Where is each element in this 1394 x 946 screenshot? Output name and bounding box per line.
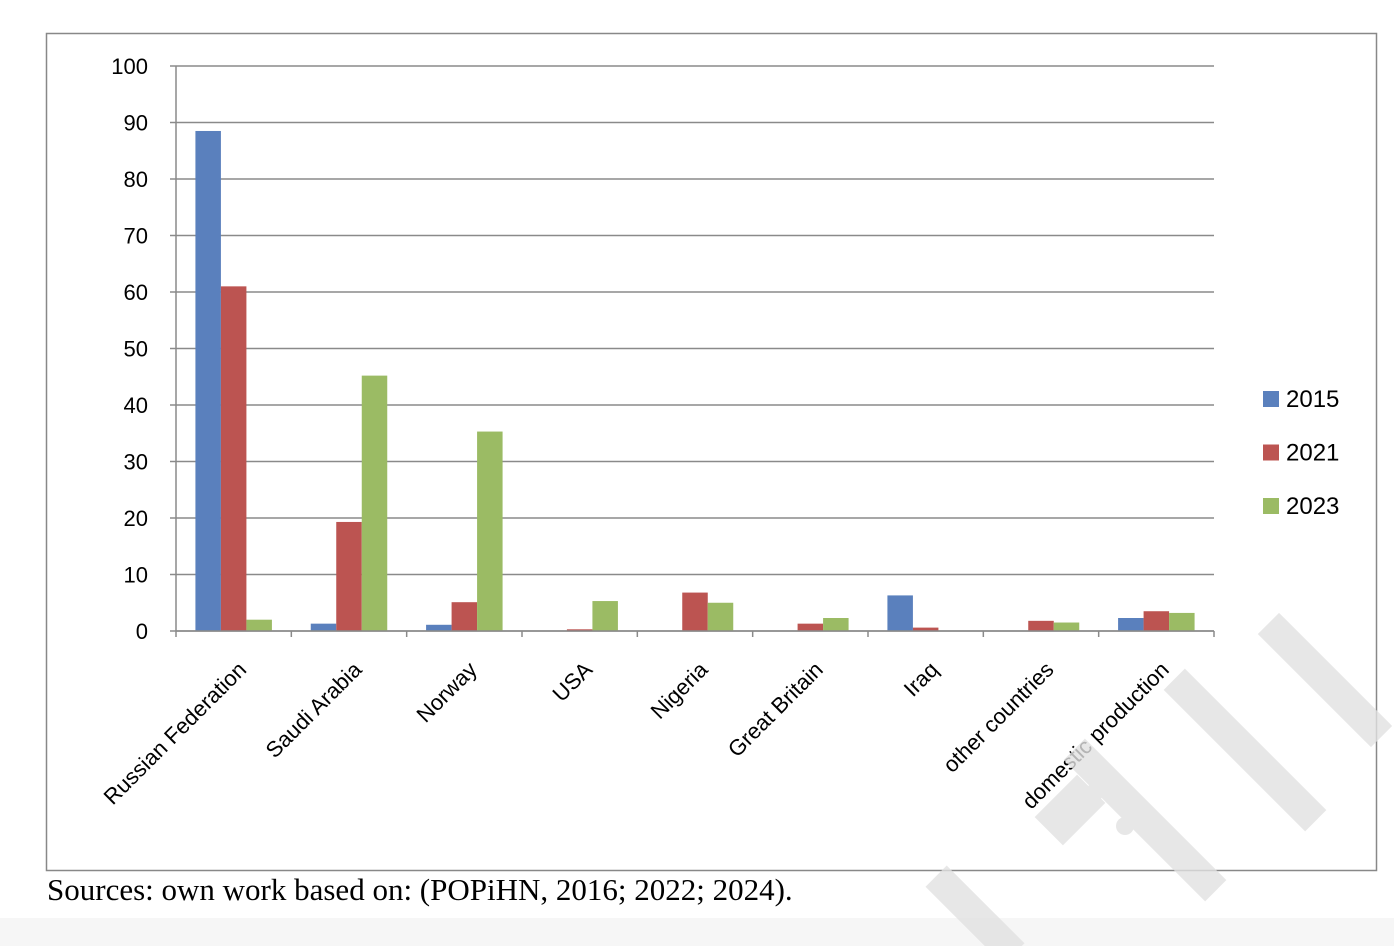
- bar-2015: [195, 130, 221, 631]
- y-tick-label: 0: [136, 619, 148, 644]
- bar-2023: [823, 618, 849, 631]
- y-tick-label: 30: [124, 450, 148, 475]
- y-tick-label: 70: [124, 224, 148, 249]
- bar-2021: [566, 629, 593, 631]
- bar-2021: [220, 286, 247, 631]
- y-tick-label: 100: [111, 54, 148, 79]
- bar-2023: [246, 619, 272, 631]
- legend-swatch: [1263, 444, 1279, 461]
- bar-2015: [1118, 618, 1144, 631]
- bar-2021: [797, 623, 824, 631]
- bars: [195, 130, 1195, 631]
- y-tick-label: 20: [124, 506, 148, 531]
- y-tick-label: 60: [124, 280, 148, 305]
- bar-2023: [592, 601, 618, 631]
- legend: 2015 2021 2023: [1263, 386, 1339, 520]
- bar-2015: [887, 595, 913, 631]
- chart-frame: [45, 32, 1378, 872]
- bar-2021: [912, 627, 939, 631]
- bar-2021: [1028, 620, 1054, 631]
- bar-2021: [1143, 611, 1170, 631]
- legend-swatch: [1263, 391, 1279, 407]
- y-tick-label: 40: [124, 393, 148, 418]
- bar-2023: [1053, 622, 1080, 631]
- legend-label: 2023: [1286, 493, 1339, 520]
- bar-2023: [477, 431, 503, 631]
- y-axis-ticks: 0 10 20 30 40 50 60 70 80 90 100: [111, 54, 148, 644]
- source-caption: Sources: own work based on: (POPiHN, 201…: [47, 872, 793, 907]
- bar-2023: [1169, 612, 1195, 631]
- axes: [175, 66, 1215, 637]
- page-bottom-band: [0, 918, 1394, 946]
- bar-2021: [451, 602, 478, 631]
- legend-label: 2021: [1286, 440, 1339, 467]
- gridlines: [170, 65, 1214, 632]
- y-tick-label: 90: [124, 111, 148, 136]
- bar-2015: [426, 624, 452, 631]
- bar-2023: [361, 375, 388, 631]
- y-tick-label: 50: [124, 337, 148, 362]
- y-tick-label: 80: [124, 167, 148, 192]
- bar-2023: [707, 602, 734, 631]
- bar-2021: [336, 521, 362, 631]
- y-tick-label: 10: [124, 563, 148, 588]
- legend-swatch: [1263, 498, 1279, 514]
- legend-label: 2015: [1286, 386, 1339, 413]
- bar-2015: [310, 623, 337, 631]
- bar-2021: [682, 592, 708, 631]
